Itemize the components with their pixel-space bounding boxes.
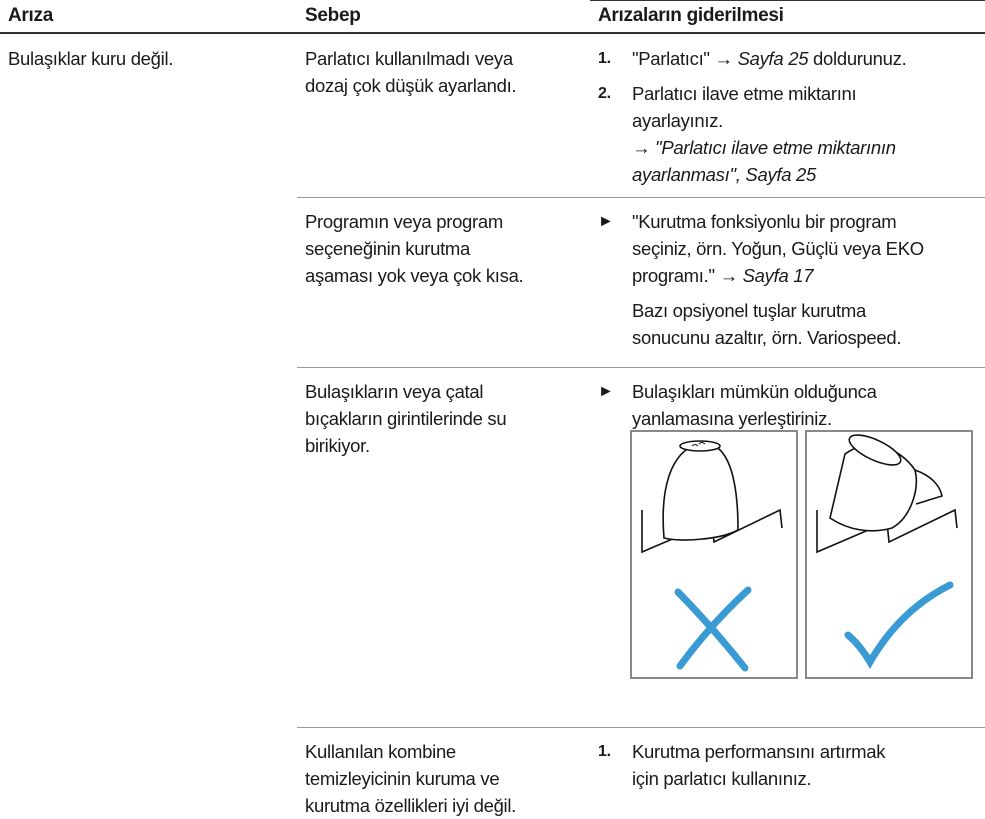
cause-line: Kullanılan kombine (305, 741, 456, 762)
text-segment: için parlatıcı kullanınız. (632, 768, 812, 789)
text-segment: ayarlayınız. (632, 110, 723, 131)
remedy-cell: 1. Kurutma performansını artırmak için par… (598, 738, 885, 800)
text-segment: Bazı opsiyonel tuşlar kurutma (632, 300, 866, 321)
row-rule (297, 197, 985, 198)
remedy-item: 1. Kurutma performansını artırmak için par… (598, 738, 885, 792)
top-rule (590, 0, 985, 1)
cause-line: birikiyor. (305, 435, 370, 456)
remedy-line: Parlatıcı ilave etme miktarını (632, 80, 906, 107)
remedy-line: ayarlayınız. (632, 107, 906, 134)
remedy-line: ayarlanması", Sayfa 25 (632, 161, 906, 188)
text-segment: seçiniz, örn. Yoğun, Güçlü veya EKO (632, 238, 924, 259)
cause-line: dozaj çok düşük ayarlandı. (305, 75, 517, 96)
remedy-line: Bazı opsiyonel tuşlar kurutma (632, 297, 924, 324)
remedy-marker: 2. (598, 85, 611, 102)
remedy-cell: ► Bulaşıkları mümkün olduğunca yanlamasına… (598, 378, 877, 440)
cause-line: Programın veya program (305, 211, 504, 232)
cause-line: Bulaşıkların veya çatal (305, 381, 484, 402)
header-rule (0, 32, 985, 34)
cause-line: seçeneğinin kurutma (305, 238, 471, 259)
text-segment: "Parlatıcı" → (632, 48, 738, 69)
cause-cell: Kullanılan kombine temizleyicinin kuruma … (305, 738, 516, 819)
text-segment: doldurunuz. (808, 48, 907, 69)
remedy-line: yanlamasına yerleştiriniz. (632, 405, 877, 432)
text-segment: programı." → (632, 265, 743, 286)
remedy-line: → "Parlatıcı ilave etme miktarının (632, 134, 906, 161)
header-cell: Arıza (8, 5, 53, 26)
remedy-line: sonucunu azaltır, örn. Variospeed. (632, 324, 924, 351)
row-rule (297, 727, 985, 728)
remedy-line: programı." → Sayfa 17 (632, 262, 924, 289)
remedy-item: 1. "Parlatıcı" → Sayfa 25 doldurunuz. (598, 45, 907, 72)
text-segment: "Parlatıcı ilave etme miktarının (655, 137, 896, 158)
remedy-item: Bazı opsiyonel tuşlar kurutma sonucunu az… (598, 297, 924, 351)
remedy-marker: ► (598, 383, 614, 400)
remedy-marker: 1. (598, 50, 611, 67)
text-segment: sonucunu azaltır, örn. Variospeed. (632, 327, 902, 348)
remedy-marker: ► (598, 213, 614, 230)
remedy-line: seçiniz, örn. Yoğun, Güçlü veya EKO (632, 235, 924, 262)
text-segment: ayarlanması", Sayfa 25 (632, 164, 817, 185)
text-segment: "Kurutma fonksiyonlu bir program (632, 211, 897, 232)
header-cell: Arızaların giderilmesi (598, 5, 784, 26)
cause-cell: Parlatıcı kullanılmadı veya dozaj çok düş… (305, 45, 517, 99)
cause-line: Parlatıcı kullanılmadı veya (305, 48, 513, 69)
text-segment: Kurutma performansını artırmak (632, 741, 886, 762)
text-segment: Sayfa 17 (742, 265, 814, 286)
remedy-marker: 1. (598, 743, 611, 760)
remedy-item: ► Bulaşıkları mümkün olduğunca yanlamasına… (598, 378, 877, 432)
row-rule (297, 367, 985, 368)
text-segment: → (632, 137, 656, 158)
remedy-cell: 1. "Parlatıcı" → Sayfa 25 doldurunuz. 2. Pa… (598, 45, 907, 196)
cause-line: bıçakların girintilerinde su (305, 408, 507, 429)
text-segment: Sayfa 25 (737, 48, 809, 69)
remedy-line: Kurutma performansını artırmak (632, 738, 885, 765)
cause-line: aşaması yok veya çok kısa. (305, 265, 524, 286)
text-segment: Parlatıcı ilave etme miktarını (632, 83, 857, 104)
text-segment: yanlamasına yerleştiriniz. (632, 408, 832, 429)
remedy-cell: ► "Kurutma fonksiyonlu bir program seçiniz… (598, 208, 924, 359)
cause-cell: Bulaşıkların veya çatal bıçakların girint… (305, 378, 507, 459)
cause-line: kurutma özellikleri iyi değil. (305, 795, 517, 816)
remedy-item: 2. Parlatıcı ilave etme miktarını ayarlayı… (598, 80, 906, 188)
remedy-line: Bulaşıkları mümkün olduğunca (632, 378, 877, 405)
cause-cell: Programın veya program seçeneğinin kurutm… (305, 208, 524, 289)
fault-text: Bulaşıklar kuru değil. (8, 48, 174, 69)
header-cell: Sebep (305, 5, 361, 26)
remedy-line: "Parlatıcı" → Sayfa 25 doldurunuz. (632, 45, 907, 72)
remedy-line: için parlatıcı kullanınız. (632, 765, 885, 792)
illustration (630, 430, 973, 679)
remedy-line: "Kurutma fonksiyonlu bir program (632, 208, 924, 235)
text-segment: Bulaşıkları mümkün olduğunca (632, 381, 877, 402)
cause-line: temizleyicinin kuruma ve (305, 768, 500, 789)
remedy-item: ► "Kurutma fonksiyonlu bir program seçiniz… (598, 208, 924, 289)
